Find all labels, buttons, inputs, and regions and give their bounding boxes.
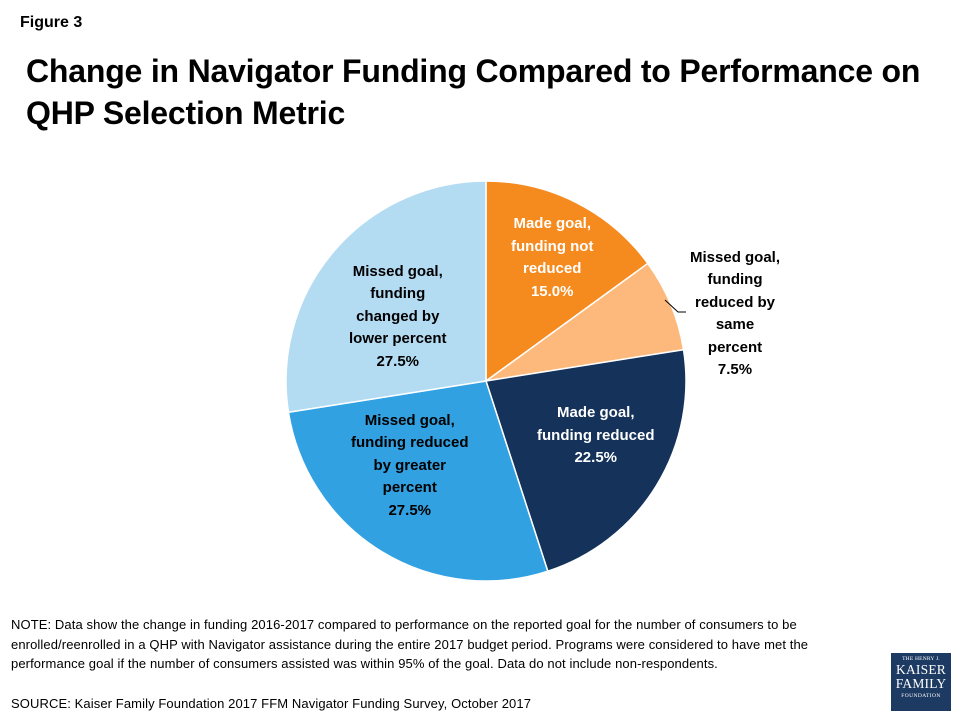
logo-line-4: FOUNDATION [901,693,941,699]
slice-label-1: Made goal, funding not reduced 15.0% [511,215,594,300]
pie-slice-1 [485,180,649,383]
figure-label: Figure 3 [20,14,83,31]
pie-slice-5 [285,180,487,414]
slice-label-3: Made goal, funding reduced 22.5% [537,404,655,466]
logo-line-2: KAISER [896,662,946,677]
chart-title: Change in Navigator Funding Compared to … [26,53,921,131]
note-text: NOTE: Data show the change in funding 20… [11,617,809,671]
slice-label-4: Missed goal, funding reduced by greater … [351,411,469,519]
slice-label-2: Missed goal, funding reduced by same per… [690,248,781,379]
logo-line-1: THE HENRY J. [902,656,940,662]
slice-label-5: Missed goal, funding changed by lower pe… [349,262,447,370]
leader-line [664,299,686,313]
logo-line-3: FAMILY [895,676,947,691]
pie-slice-3 [485,348,687,573]
source-text: SOURCE: Kaiser Family Foundation 2017 FF… [11,696,532,711]
pie-slice-4 [287,380,549,582]
kff-logo: THE HENRY J. KAISER FAMILY FOUNDATION [891,653,951,711]
